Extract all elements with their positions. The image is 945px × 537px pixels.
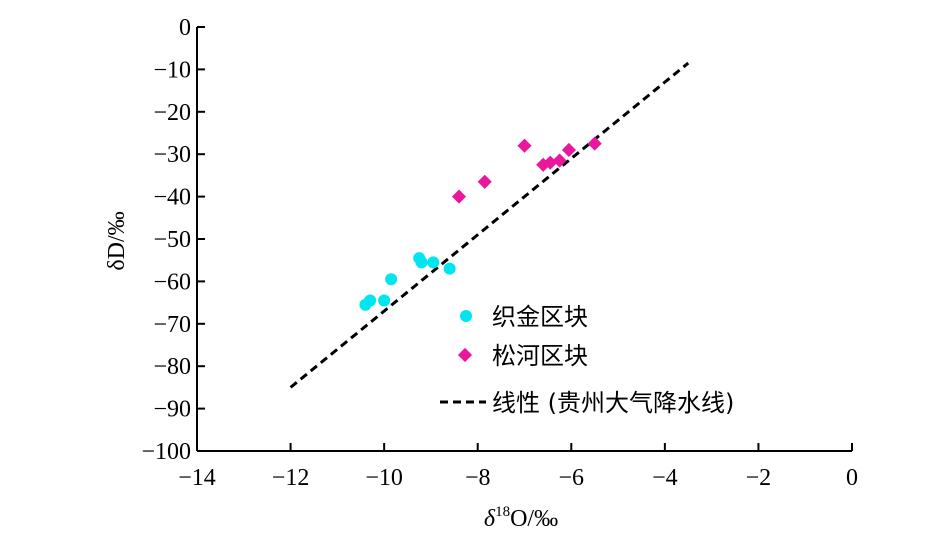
data-point-zhijin (385, 273, 398, 286)
y-axis-label: δD/‰ (104, 211, 130, 270)
y-tick-label: −40 (153, 185, 191, 211)
legend-label-songhe: 松河区块 (492, 342, 588, 370)
y-tick-label: 0 (179, 15, 191, 41)
legend: 织金区块 松河区块 线性 (贵州大气降水线) (440, 303, 734, 417)
x-axis-label-sup: 18 (495, 504, 510, 520)
data-point-zhijin (364, 294, 377, 307)
y-tick-label: −70 (153, 312, 191, 338)
x-tick-label: −2 (746, 465, 772, 491)
data-point-songhe (561, 142, 577, 158)
x-tick-label: −6 (559, 465, 585, 491)
data-point-songhe (517, 138, 532, 153)
y-tick-label: −30 (153, 142, 191, 168)
legend-marker-songhe (457, 347, 473, 363)
data-point-zhijin (443, 262, 456, 275)
data-point-zhijin (415, 256, 428, 269)
axes (196, 27, 852, 452)
fit-line (289, 61, 690, 389)
series-linear-fit (289, 61, 690, 389)
y-tick-label: −80 (153, 354, 191, 380)
x-tick-label: −14 (178, 465, 216, 491)
y-tick-label: −50 (153, 227, 191, 253)
data-point-songhe (543, 155, 558, 170)
data-point-zhijin (378, 294, 391, 307)
x-tick-label: 0 (846, 465, 858, 491)
data-point-songhe (552, 153, 567, 168)
series-points (359, 136, 602, 311)
data-point-songhe (477, 174, 492, 189)
y-tick-label: −10 (153, 57, 191, 83)
x-tick-label: −10 (365, 465, 403, 491)
x-tick-label: −12 (272, 465, 310, 491)
x-tick-label: −8 (465, 465, 491, 491)
y-tick-label: −20 (153, 100, 191, 126)
y-tick-label: −100 (141, 439, 191, 465)
y-tick-label: −60 (153, 269, 191, 295)
data-point-zhijin (427, 256, 440, 269)
x-axis-label-rest: O/‰ (510, 506, 558, 532)
x-axis-label: δ18O/‰ (484, 504, 558, 532)
tick-marks (196, 26, 853, 452)
legend-marker-zhijin (460, 310, 472, 322)
legend-label-linear: 线性 (贵州大气降水线) (492, 389, 734, 417)
y-tick-label: −90 (153, 397, 191, 423)
legend-label-zhijin: 织金区块 (492, 303, 588, 331)
data-point-songhe (451, 189, 467, 204)
tick-labels: 0−10−20−30−40−50−60−70−80−90−100−14 −12 −1… (141, 15, 858, 491)
x-axis-label-delta: δ (484, 506, 496, 532)
x-tick-label: −4 (652, 465, 678, 491)
data-point-songhe (587, 136, 602, 151)
